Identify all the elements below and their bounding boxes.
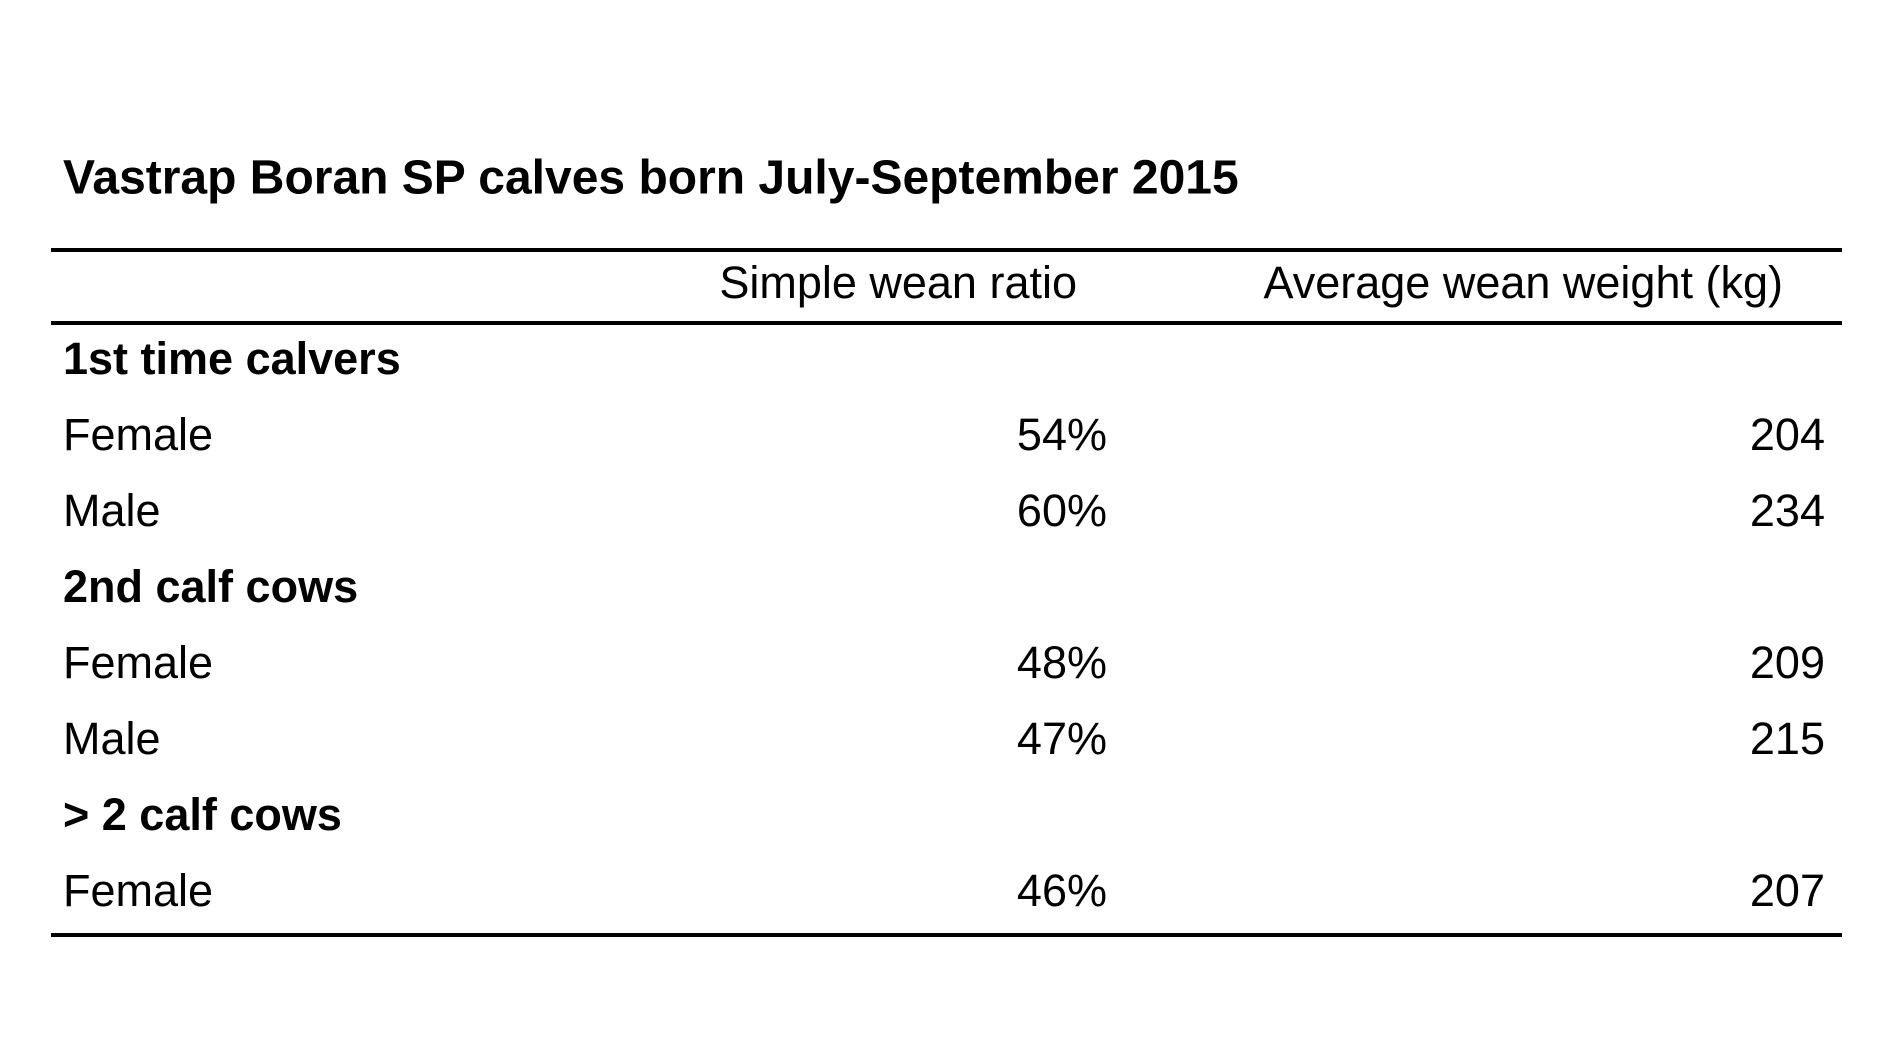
cell: 204 (1750, 409, 1825, 460)
column-header: Average wean weight (kg) (1264, 257, 1783, 308)
cell: 215 (1750, 713, 1825, 764)
cell: 46% (1017, 865, 1107, 916)
cell: 60% (1017, 485, 1107, 536)
column-header: Simple wean ratio (719, 257, 1077, 308)
cell: 209 (1750, 637, 1825, 688)
row-label: Male (63, 485, 161, 536)
cell: 48% (1017, 637, 1107, 688)
title: Vastrap Boran SP calves born July-Septem… (63, 152, 1239, 205)
row-label: Male (63, 713, 161, 764)
row-label: Female (63, 409, 213, 460)
row-label: Female (63, 865, 213, 916)
cell: 47% (1017, 713, 1107, 764)
group-label: > 2 calf cows (63, 789, 342, 840)
row-label: Female (63, 637, 213, 688)
cell: 54% (1017, 409, 1107, 460)
group-label: 1st time calvers (63, 333, 401, 384)
group-label: 2nd calf cows (63, 561, 358, 612)
cell: 207 (1750, 865, 1825, 916)
cell: 234 (1750, 485, 1825, 536)
